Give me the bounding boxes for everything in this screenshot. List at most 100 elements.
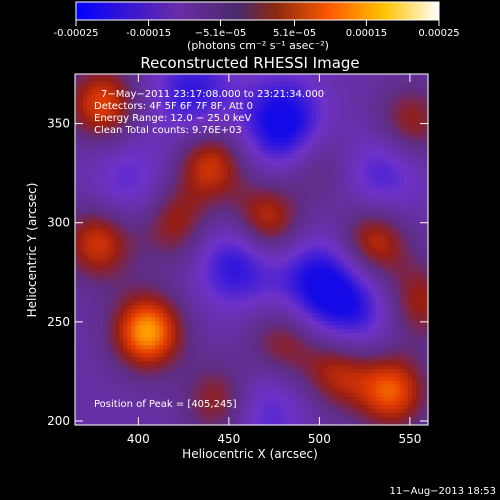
heatmap-cell (123, 261, 128, 267)
heatmap-cell (331, 97, 337, 103)
heatmap-cell (271, 293, 277, 298)
heatmap-cell (135, 245, 140, 251)
heatmap-cell (315, 281, 321, 286)
heatmap-cell (99, 93, 104, 99)
heatmap-cell (111, 205, 116, 211)
heatmap-cell (415, 121, 421, 127)
heatmap-cell (195, 149, 200, 155)
heatmap-cell (271, 97, 277, 103)
heatmap-cell (375, 289, 381, 294)
heatmap-cell (271, 217, 277, 223)
heatmap-cell (91, 169, 96, 175)
heatmap-cell (175, 205, 180, 211)
heatmap-cell (103, 245, 108, 251)
heatmap-cell (327, 149, 333, 155)
heatmap-cell (115, 209, 120, 215)
heatmap-cell (79, 181, 84, 187)
heatmap-cell (239, 237, 245, 243)
heatmap-cell (195, 121, 200, 127)
heatmap-cell (255, 217, 261, 223)
heatmap-cell (283, 257, 289, 263)
heatmap-cell (351, 105, 357, 111)
heatmap-cell (391, 109, 397, 115)
heatmap-cell (287, 165, 293, 171)
heatmap-cell (311, 229, 317, 235)
heatmap-cell (327, 229, 333, 235)
heatmap-cell (83, 297, 88, 302)
heatmap-cell (223, 173, 229, 179)
heatmap-cell (179, 217, 184, 223)
heatmap-cell (267, 101, 273, 107)
heatmap-cell (211, 205, 216, 211)
heatmap-cell (411, 229, 417, 235)
heatmap-cell (123, 141, 128, 147)
heatmap-cell (155, 229, 160, 235)
heatmap-cell (319, 209, 325, 215)
heatmap-cell (143, 157, 148, 163)
heatmap-cell (95, 169, 100, 175)
heatmap-cell (247, 105, 253, 111)
heatmap-cell (75, 221, 80, 227)
heatmap-cell (159, 241, 164, 247)
heatmap-cell (271, 273, 277, 279)
heatmap-cell (83, 193, 88, 199)
heatmap-cell (419, 193, 425, 199)
heatmap-cell (283, 197, 289, 203)
heatmap-cell (167, 293, 172, 298)
heatmap-cell (91, 277, 96, 283)
heatmap-cell (247, 253, 253, 259)
heatmap-cell (367, 101, 373, 107)
heatmap-cell (223, 137, 229, 143)
heatmap-cell (343, 237, 349, 243)
heatmap-cell (375, 205, 381, 211)
heatmap-cell (243, 145, 249, 151)
heatmap-cell (359, 85, 365, 91)
heatmap-cell (335, 101, 341, 107)
heatmap-cell (155, 245, 160, 251)
heatmap-cell (423, 237, 429, 243)
heatmap-cell (375, 213, 381, 219)
heatmap-cell (139, 201, 144, 207)
heatmap-cell (199, 197, 204, 203)
heatmap-cell (299, 81, 305, 87)
heatmap-cell (239, 233, 245, 239)
heatmap-cell (307, 269, 313, 275)
heatmap-cell (319, 161, 325, 167)
heatmap-cell (315, 145, 321, 151)
heatmap-cell (259, 133, 265, 139)
heatmap-cell (211, 105, 216, 111)
heatmap-cell (219, 93, 225, 99)
heatmap-cell (163, 277, 168, 283)
heatmap-cell (195, 129, 200, 135)
heatmap-cell (243, 185, 249, 191)
heatmap-cell (83, 197, 88, 203)
heatmap-cell (75, 74, 80, 79)
heatmap-cell (143, 257, 148, 263)
heatmap-cell (335, 213, 341, 219)
heatmap-cell (299, 145, 305, 151)
heatmap-cell (167, 221, 172, 227)
heatmap-cell (175, 253, 180, 259)
heatmap-cell (183, 289, 188, 294)
heatmap-cell (143, 241, 148, 247)
heatmap-cell (367, 169, 373, 175)
heatmap-cell (207, 189, 212, 195)
heatmap-cell (219, 105, 225, 111)
heatmap-cell (343, 269, 349, 275)
heatmap-cell (271, 77, 277, 83)
heatmap-cell (295, 201, 301, 207)
heatmap-cell (295, 213, 301, 219)
heatmap-cell (171, 225, 176, 231)
heatmap-cell (119, 181, 124, 187)
heatmap-cell (375, 225, 381, 231)
heatmap-cell (343, 261, 349, 267)
heatmap-cell (223, 121, 229, 127)
heatmap-cell (79, 261, 84, 267)
heatmap-cell (375, 221, 381, 227)
heatmap-cell (171, 97, 176, 103)
heatmap-cell (295, 117, 301, 123)
heatmap-cell (187, 173, 192, 179)
heatmap-cell (215, 225, 221, 231)
heatmap-cell (147, 125, 152, 131)
heatmap-cell (127, 213, 132, 219)
